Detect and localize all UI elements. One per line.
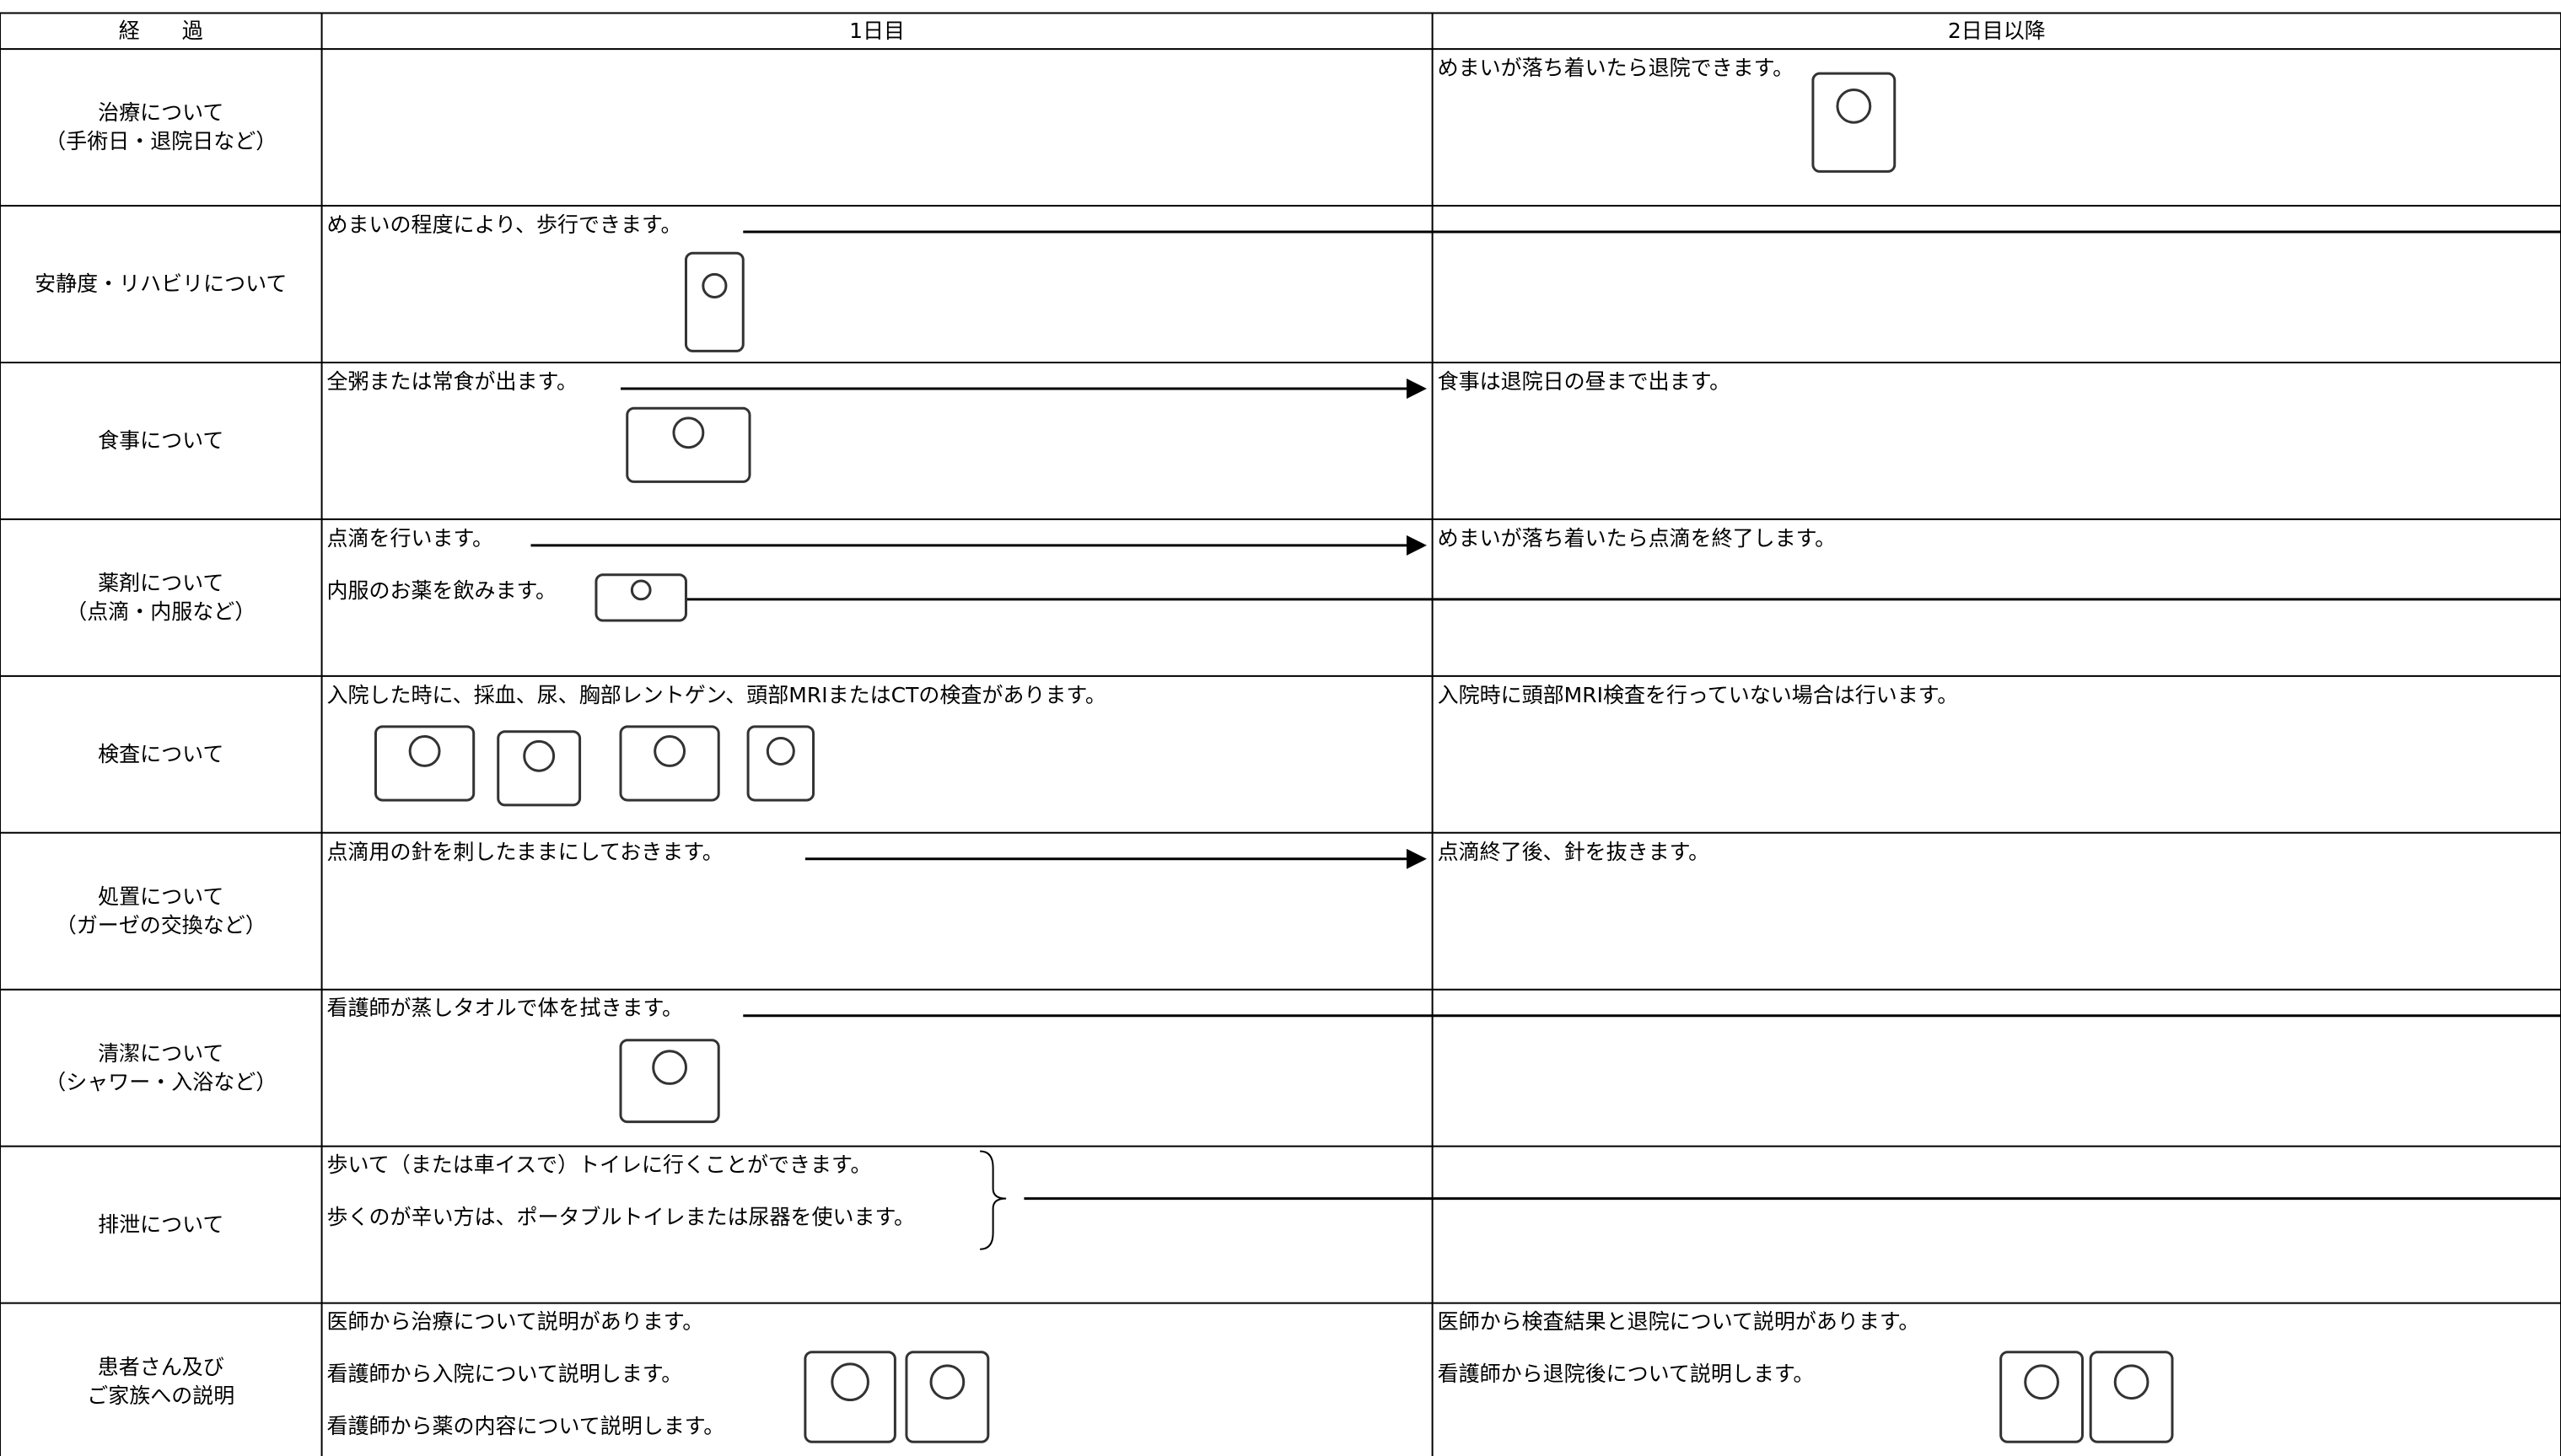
cell-text: 看護師から薬の内容について説明します。 (326, 1414, 725, 1439)
illustration (905, 1351, 990, 1443)
illustration (652, 1050, 687, 1085)
row-label: （点滴・内服など） (66, 599, 256, 624)
illustration (595, 573, 687, 622)
illustration (2089, 1351, 2174, 1443)
row-label: 治療について (98, 100, 224, 126)
brace (980, 1150, 1007, 1250)
cell-text: 入院した時に、採血、尿、胸部レントゲン、頭部MRIまたはCTの検査があります。 (326, 682, 1106, 707)
illustration (1836, 89, 1872, 124)
row-label: 患者さん及び (97, 1354, 224, 1379)
illustration (766, 736, 795, 766)
illustration (804, 1351, 896, 1443)
cell-text: 医師から治療について説明があります。 (326, 1309, 704, 1335)
cell-text: 内服のお薬を飲みます。 (326, 578, 557, 603)
row-label: 食事について (98, 427, 224, 453)
illustration (619, 725, 720, 802)
illustration (1811, 72, 1897, 173)
row-label: 排泄について (98, 1212, 224, 1237)
illustration (523, 739, 556, 772)
cell-text: 全粥または常食が出ます。 (326, 368, 578, 394)
cell-text: 歩いて（または車イスで）トイレに行くことができます。 (326, 1152, 872, 1178)
illustration (626, 406, 751, 483)
cell-text: 看護師が蒸しタオルで体を拭きます。 (326, 996, 684, 1021)
row-label: ご家族への説明 (87, 1383, 235, 1408)
row-label: 検査について (98, 741, 224, 766)
illustration (929, 1364, 966, 1400)
cell-text: 点滴終了後、針を抜きます。 (1437, 839, 1710, 864)
illustration (630, 579, 652, 601)
row-label: 清潔について (98, 1040, 224, 1066)
row-label: 安静度・リハビリについて (35, 271, 288, 296)
cell-text: 点滴を行います。 (326, 525, 494, 551)
header-cell: 経 過 (118, 18, 203, 43)
cell-text: めまいの程度により、歩行できます。 (326, 212, 682, 237)
illustration (497, 730, 582, 807)
row-label: 処置について (98, 884, 224, 909)
illustration (672, 416, 705, 449)
cell-text: めまいが落ち着いたら退院できます。 (1437, 55, 1794, 80)
header-cell: 2日目以降 (1947, 18, 2046, 43)
illustration (684, 251, 745, 352)
cell-text: 看護師から退院後について説明します。 (1437, 1362, 1815, 1387)
cell-text: めまいが落ち着いたら点滴を終了します。 (1437, 525, 1837, 551)
cell-text: 歩くのが辛い方は、ポータブルトイレまたは尿器を使います。 (326, 1205, 916, 1230)
cell-text: 看護師から入院について説明します。 (326, 1362, 683, 1387)
header-cell: 1日目 (849, 18, 906, 43)
illustration (702, 272, 728, 299)
illustration (374, 725, 476, 802)
cell-text: 医師から検査結果と退院について説明があります。 (1437, 1309, 1920, 1335)
cell-text: 食事は退院日の昼まで出ます。 (1437, 368, 1731, 394)
illustration (831, 1362, 869, 1402)
illustration (408, 735, 441, 767)
cell-text: 入院時に頭部MRI検査を行っていない場合は行います。 (1437, 682, 1959, 707)
illustration (746, 725, 815, 802)
cell-text: 点滴用の針を刺したままにしておきます。 (326, 839, 724, 864)
illustration (654, 735, 686, 767)
illustration (2024, 1364, 2059, 1400)
illustration (619, 1039, 720, 1124)
illustration (2113, 1364, 2149, 1400)
illustration (1999, 1351, 2084, 1443)
row-label: （ガーゼの交換など） (55, 912, 266, 938)
row-label: （シャワー・入浴など） (45, 1069, 277, 1094)
row-label: （手術日・退院日など） (45, 129, 277, 154)
row-label: 薬剤について (98, 570, 224, 595)
